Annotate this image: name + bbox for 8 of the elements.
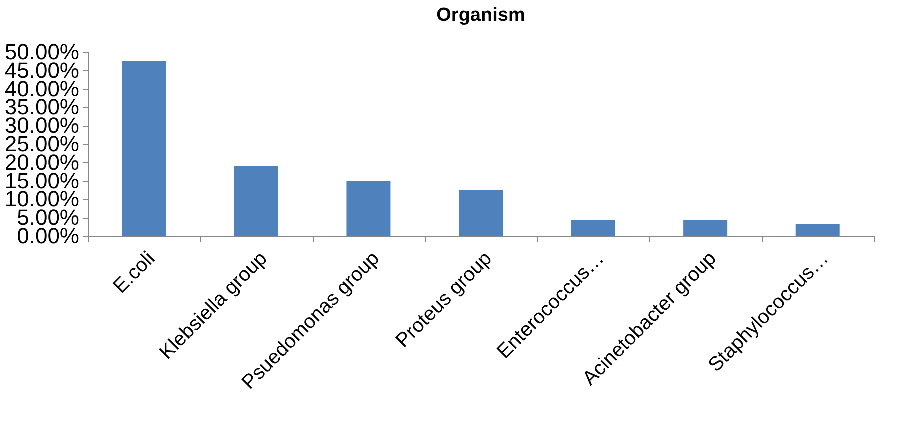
- bar: [459, 190, 503, 236]
- bar: [346, 181, 391, 236]
- bar: [796, 224, 840, 236]
- bar: [684, 220, 728, 236]
- bar: [122, 61, 166, 236]
- bar: [234, 166, 278, 236]
- chart-title: Organism: [436, 5, 526, 26]
- bar: [571, 220, 616, 236]
